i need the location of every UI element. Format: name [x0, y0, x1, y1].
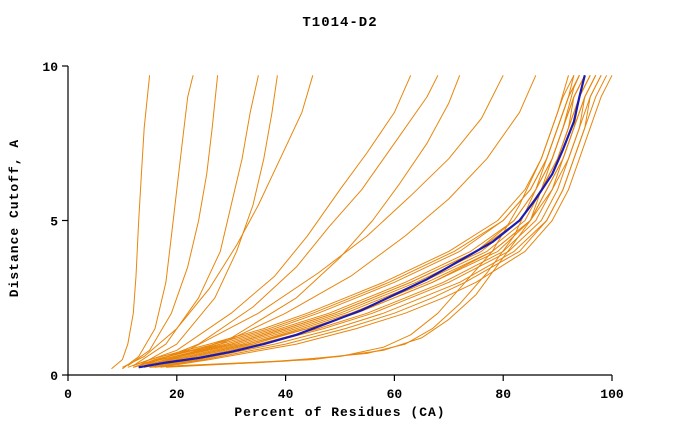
model-curve — [149, 75, 537, 367]
x-tick-label: 100 — [600, 387, 624, 402]
x-tick-label: 60 — [387, 387, 403, 402]
y-tick-label: 5 — [50, 215, 58, 230]
x-tick-label: 20 — [169, 387, 185, 402]
chart-title: T1014-D2 — [302, 15, 377, 31]
x-tick-label: 40 — [278, 387, 294, 402]
model-curve — [138, 75, 504, 367]
model-curve — [176, 75, 580, 367]
model-curve — [133, 75, 412, 367]
model-curve — [144, 75, 597, 368]
y-tick-label: 0 — [50, 369, 58, 384]
axes-group: 0 20 40 60 80 100 0 5 10 — [42, 60, 624, 402]
model-curve — [154, 75, 602, 368]
model-curve — [154, 75, 461, 367]
model-curve — [149, 75, 569, 368]
model-curve — [160, 75, 613, 368]
model-curve — [122, 75, 194, 370]
model-curve — [133, 75, 259, 367]
model-curve — [138, 75, 278, 367]
model-curve — [122, 75, 314, 368]
model-curves-group — [111, 75, 613, 370]
x-tick-label: 0 — [64, 387, 72, 402]
model-curve — [138, 75, 591, 368]
highlighted-model-curve — [138, 75, 586, 369]
y-axis-label: Distance Cutoff, A — [7, 139, 22, 297]
x-axis-label: Percent of Residues (CA) — [234, 405, 445, 420]
x-tick-label: 80 — [495, 387, 511, 402]
model-curve — [111, 75, 151, 370]
model-curve — [144, 75, 439, 367]
model-curve — [149, 75, 602, 368]
model-curve — [144, 75, 597, 368]
y-tick-label: 10 — [42, 60, 58, 75]
model-curve — [127, 75, 219, 367]
model-curve — [154, 75, 608, 368]
model-curve — [138, 75, 591, 368]
